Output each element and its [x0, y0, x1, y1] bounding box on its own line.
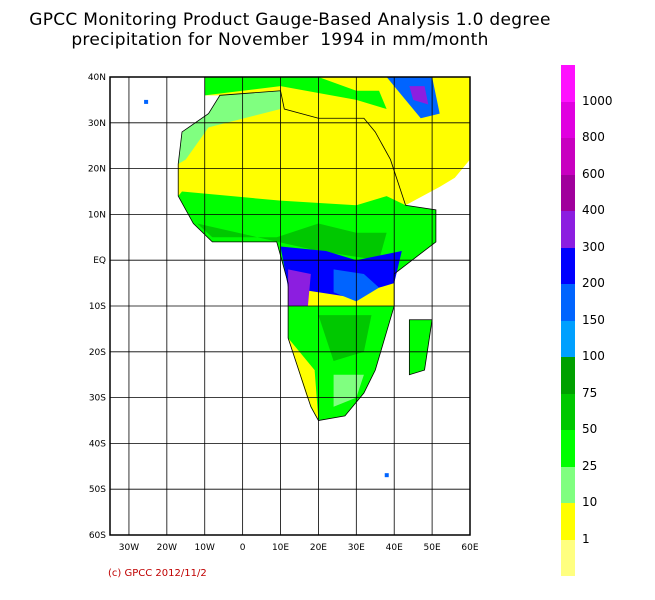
legend-label: 50: [582, 422, 598, 436]
map-title-line1: GPCC Monitoring Product Gauge-Based Anal…: [29, 10, 551, 30]
legend-label: 800: [582, 130, 605, 144]
legend-label: 200: [582, 276, 605, 290]
legend-swatch: [561, 357, 575, 394]
legend-swatch: [561, 65, 575, 102]
copyright-text: (c) GPCC 2012/11/2: [108, 568, 207, 579]
island-pixel-marion: [384, 473, 389, 478]
europe-middle-east-region: [204, 77, 470, 206]
lon-label: 30E: [348, 543, 365, 553]
namibia-yellow: [288, 338, 319, 421]
lat-label: 20S: [89, 348, 106, 358]
tropical-dark-green: [197, 223, 387, 261]
legend-label: 1: [582, 531, 590, 546]
legend-swatch: [561, 393, 575, 430]
lat-label: 10S: [89, 302, 106, 312]
lon-label: 20E: [310, 543, 327, 553]
madagascar-coastline: [408, 319, 433, 376]
legend-swatch: [561, 174, 575, 211]
legend-swatch: [561, 320, 575, 357]
map-title-line2: precipitation for November 1994 in mm/mo…: [71, 30, 489, 50]
legend-swatch: [561, 138, 575, 175]
legend-swatch: [561, 211, 575, 248]
legend-swatch: [561, 503, 575, 540]
lat-label: 50S: [89, 485, 106, 495]
island-pixel-azores: [144, 99, 149, 104]
lat-label: 30S: [89, 394, 106, 404]
legend-label: 100: [582, 349, 605, 363]
lat-label: 40N: [88, 73, 106, 83]
iran-purple-area: [409, 86, 429, 105]
legend-label: 400: [582, 203, 605, 217]
lat-label: EQ: [93, 256, 106, 266]
angola-coast-purple: [288, 269, 311, 316]
lon-label: 50E: [424, 543, 441, 553]
legend-label: 10: [582, 495, 598, 509]
lon-label: 10E: [272, 543, 289, 553]
legend-swatch: [561, 539, 575, 576]
legend-swatch: [561, 466, 575, 503]
lat-label: 60S: [89, 531, 106, 541]
legend-swatch: [561, 101, 575, 138]
map-frame: [109, 76, 471, 536]
mediterranean-green-area: [204, 77, 387, 110]
legend-label: 600: [582, 166, 605, 181]
color-legend: [561, 65, 575, 576]
legend-swatch: [561, 247, 575, 284]
lat-label: 40S: [89, 439, 106, 449]
legend-label: 25: [582, 458, 598, 473]
lat-label: 30N: [88, 119, 106, 129]
legend-swatch: [561, 430, 575, 467]
lon-label: 60E: [461, 543, 478, 553]
zambia-dark-green: [318, 315, 372, 361]
lon-label: 30W: [119, 543, 139, 553]
lat-label: 20N: [88, 165, 106, 175]
legend-label: 1000: [582, 93, 613, 108]
madagascar: [409, 319, 433, 375]
lon-label: 10W: [195, 543, 215, 553]
lon-label: 20W: [157, 543, 177, 553]
legend-label: 75: [582, 385, 598, 400]
lon-label: 0: [240, 543, 246, 553]
lon-label: 40E: [386, 543, 403, 553]
northwest-africa-green: [178, 90, 281, 165]
lat-label: 10N: [88, 210, 106, 220]
legend-label: 150: [582, 312, 605, 327]
legend-label: 300: [582, 239, 605, 254]
legend-swatch: [561, 284, 575, 321]
